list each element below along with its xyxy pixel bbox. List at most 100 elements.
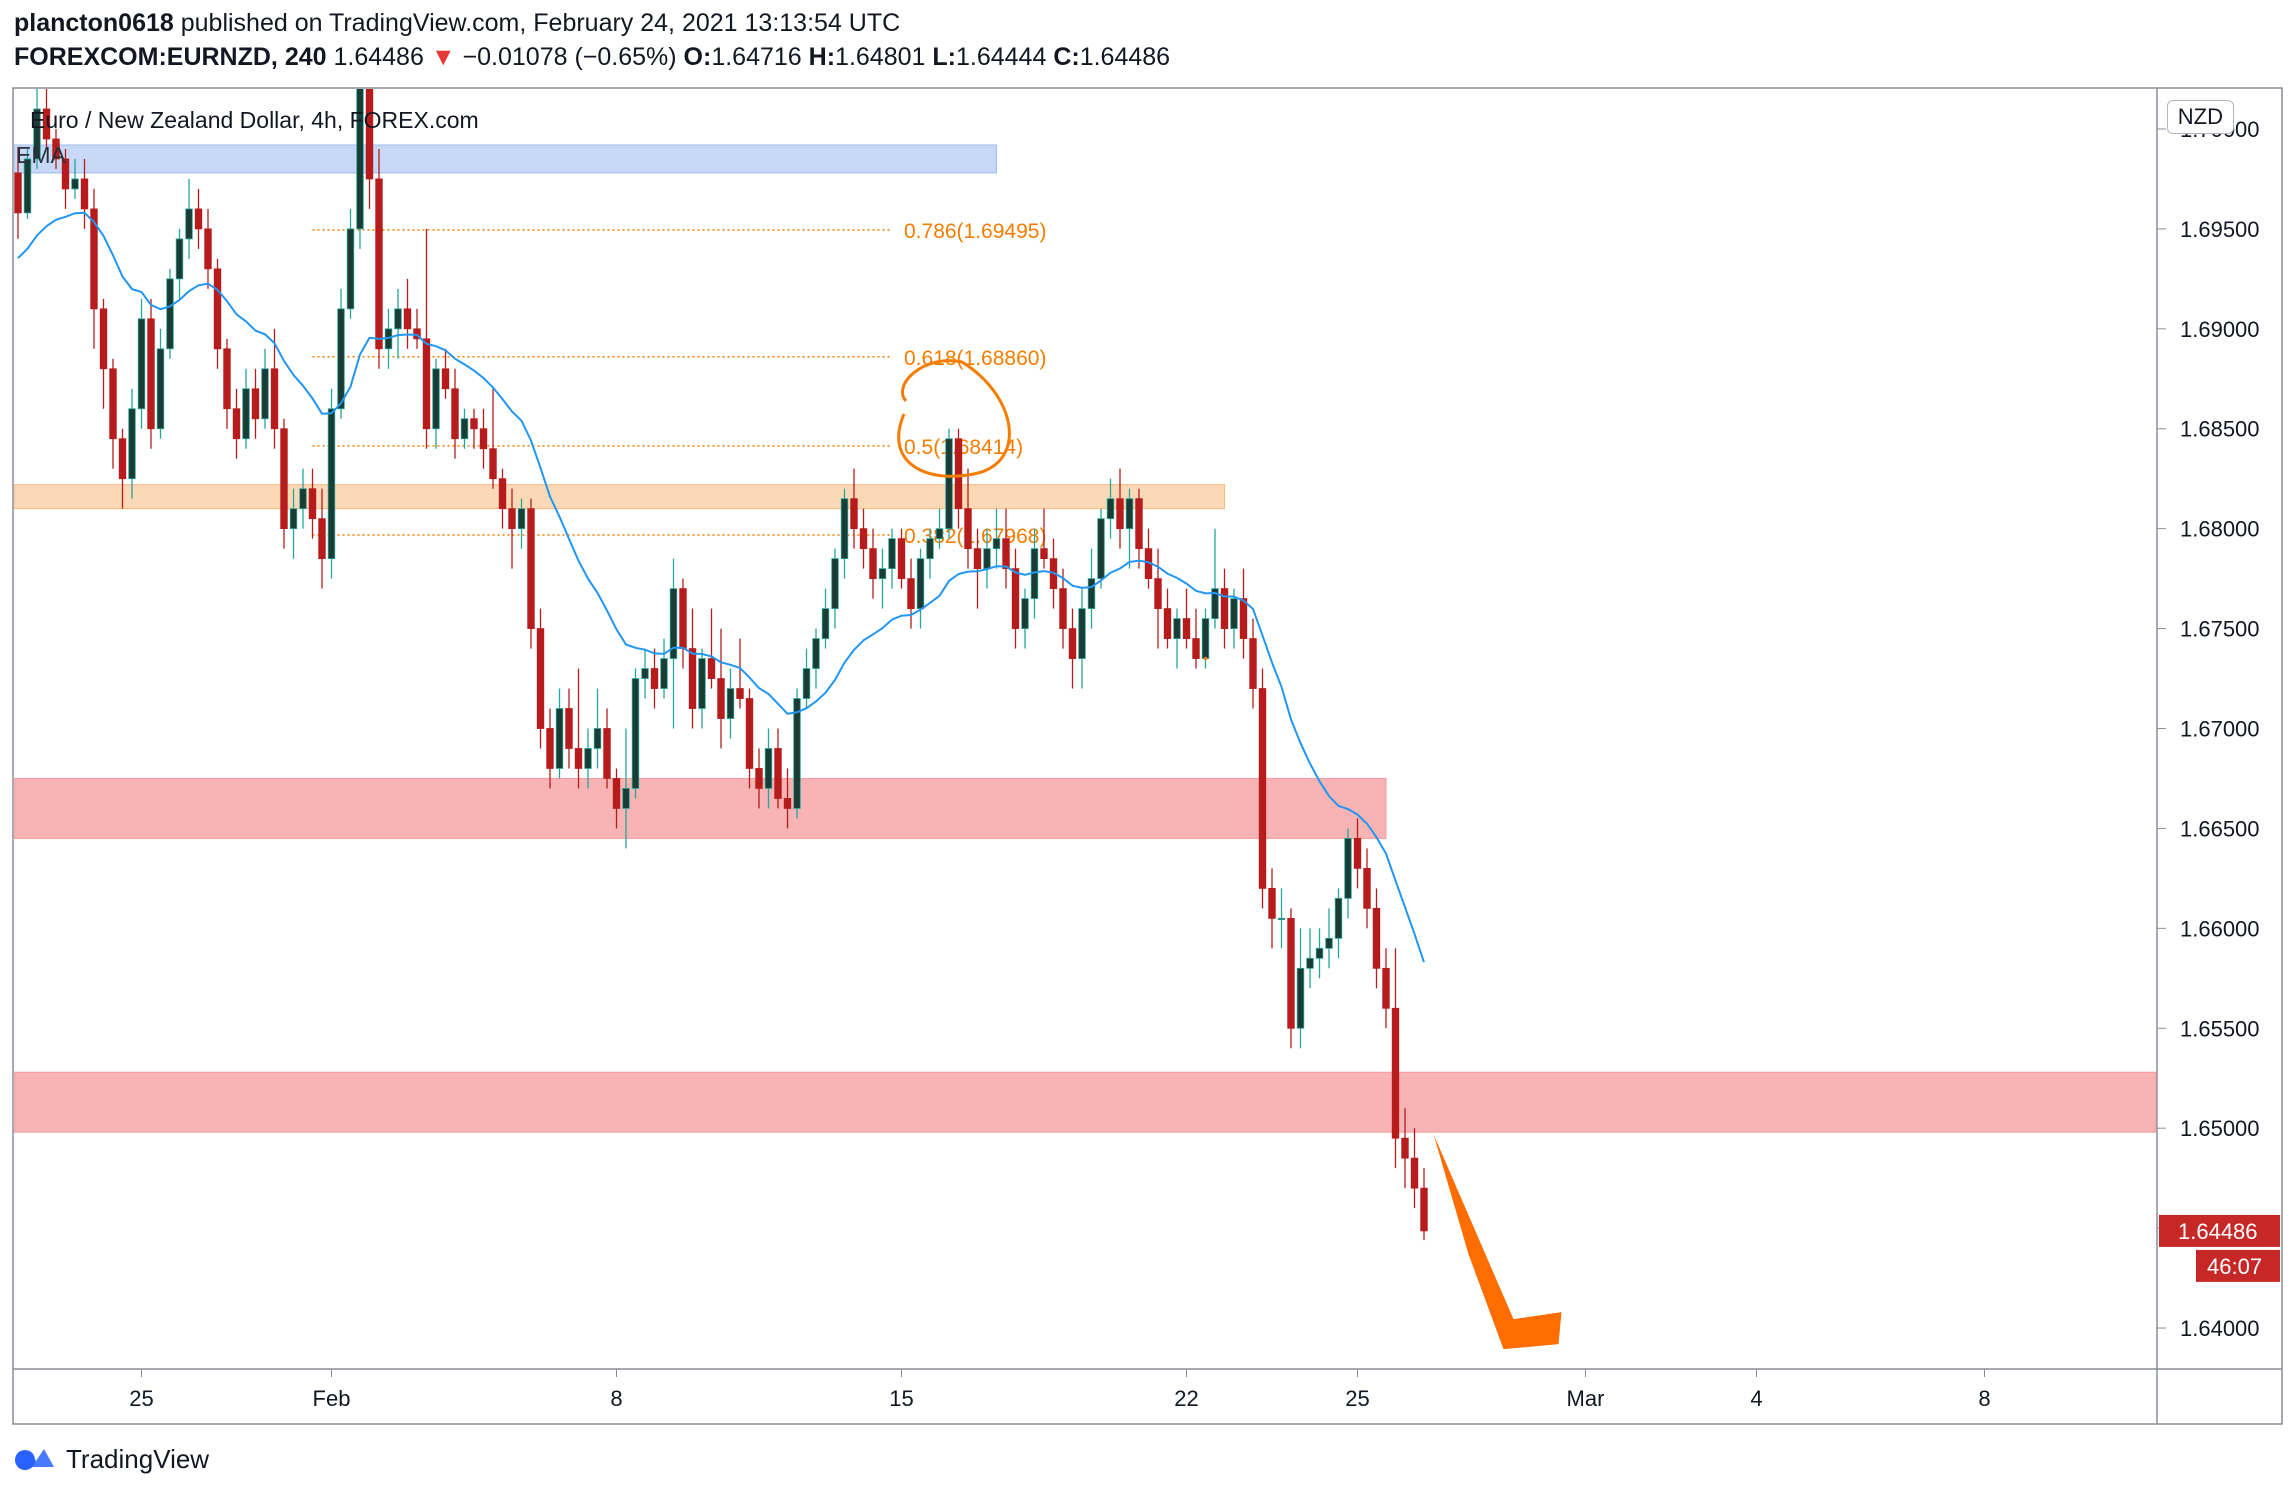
candle-body <box>793 698 801 809</box>
candle-body <box>1315 947 1324 959</box>
fib-layer: 0.786(1.69495) 0.618(1.68860) 0.5(1.68414)… <box>312 220 1046 548</box>
x-tick-label: 25 <box>129 1386 153 1411</box>
fib-label: 0.5(1.68414) <box>904 436 1023 459</box>
candle-body <box>878 568 887 580</box>
candle-body <box>945 438 953 530</box>
x-tick-label: Mar <box>1567 1386 1605 1411</box>
last-price-value: 1.64486 <box>2178 1219 2258 1244</box>
candle-body <box>698 658 706 709</box>
candle-body <box>1258 688 1267 889</box>
symbol-line: FOREXCOM:EURNZD, 240 1.64486 ▼ −0.01078 … <box>14 40 1170 74</box>
candle-body <box>1230 598 1238 629</box>
candle-body <box>1410 1157 1419 1189</box>
candle-body <box>156 348 165 430</box>
zones-layer <box>14 144 2157 1133</box>
candle-body <box>593 728 602 749</box>
open-label: O: <box>683 43 712 71</box>
candle-body <box>422 338 431 430</box>
currency-badge[interactable]: NZD <box>2166 100 2234 134</box>
candle-body <box>308 488 317 520</box>
candle-body <box>71 178 79 190</box>
candle-body <box>365 89 374 180</box>
candle-body <box>831 558 839 609</box>
candle-body <box>61 158 70 190</box>
candle-body <box>1002 538 1010 570</box>
candle-body <box>517 508 526 530</box>
author-name[interactable]: plancton0618 <box>14 9 174 37</box>
candle-body <box>802 668 811 699</box>
time-axis[interactable]: 25 Feb 8 15 22 25 Mar 4 8 <box>129 1369 1991 1411</box>
candle-body <box>1021 598 1029 629</box>
close-label: C: <box>1053 43 1080 71</box>
x-tick-label: 25 <box>1345 1386 1369 1411</box>
candle-body <box>299 488 307 510</box>
candle-body <box>603 728 611 779</box>
candle-body <box>375 178 383 350</box>
publish-header: plancton0618 published on TradingView.co… <box>14 6 1170 74</box>
candle-body <box>565 708 573 749</box>
candle-body <box>935 528 944 540</box>
candle-body <box>479 428 488 450</box>
y-tick-label: 1.64000 <box>2180 1316 2260 1341</box>
candle-body <box>327 408 336 560</box>
candle-body <box>954 438 963 510</box>
highlight-circle <box>897 359 1011 478</box>
candle-body <box>669 588 678 659</box>
candle-body <box>622 788 630 809</box>
x-tick-label: 22 <box>1174 1386 1198 1411</box>
candle-body <box>840 498 849 560</box>
candle-body <box>118 438 127 480</box>
candle-body <box>774 748 782 799</box>
candle-body <box>726 688 735 719</box>
candle-body <box>983 548 991 570</box>
candle-body <box>631 678 640 789</box>
candle-body <box>33 108 41 160</box>
candle-body <box>242 388 250 440</box>
x-tick-label: 15 <box>889 1386 913 1411</box>
candle-body <box>1154 578 1162 609</box>
candle-body <box>641 668 649 679</box>
candle-body <box>869 548 877 580</box>
high-value: 1.64801 <box>835 43 926 71</box>
candle-body <box>213 268 222 350</box>
candle-body <box>660 658 668 689</box>
candle-body <box>574 748 583 769</box>
y-tick-label: 1.65000 <box>2180 1116 2260 1141</box>
candle-body <box>1239 598 1248 639</box>
legend-indicator[interactable]: EMA <box>16 142 67 168</box>
x-tick-label: 4 <box>1750 1386 1762 1411</box>
candle-body <box>451 388 459 440</box>
candle-body <box>175 238 184 280</box>
candle-body <box>821 608 830 639</box>
candle-body <box>926 538 934 560</box>
candle-body <box>1344 838 1352 899</box>
candle-body <box>755 768 763 789</box>
y-tick-label: 1.69500 <box>2180 217 2260 242</box>
ema-line <box>17 211 1425 963</box>
candle-body <box>394 308 402 330</box>
price-axis[interactable]: 1.640001.645001.650001.655001.660001.665… <box>2157 117 2280 1341</box>
legend-title: Euro / New Zealand Dollar, 4h, FOREX.com <box>30 107 479 133</box>
candle-body <box>194 208 203 230</box>
annotation-dot <box>1203 656 1208 661</box>
candle-body <box>907 578 915 609</box>
candle-body <box>223 348 231 410</box>
candle-body <box>1163 608 1172 639</box>
low-label: L: <box>932 43 956 71</box>
candle-body <box>1106 498 1115 520</box>
footer-brand[interactable]: TradingView <box>66 1444 210 1474</box>
candle-body <box>1068 628 1077 659</box>
candle-body <box>1125 498 1134 530</box>
candle-body <box>1173 618 1181 639</box>
last-price: 1.64486 <box>333 43 424 71</box>
countdown-tag <box>2196 1249 2280 1282</box>
candle-body <box>1211 588 1219 619</box>
candle-body <box>128 408 136 480</box>
candle-body <box>498 478 507 510</box>
candle-body <box>1078 608 1086 659</box>
candle-body <box>555 708 564 769</box>
candle-body <box>1182 618 1191 639</box>
price-change: −0.01078 (−0.65%) <box>462 43 677 71</box>
candle-body <box>280 428 288 530</box>
